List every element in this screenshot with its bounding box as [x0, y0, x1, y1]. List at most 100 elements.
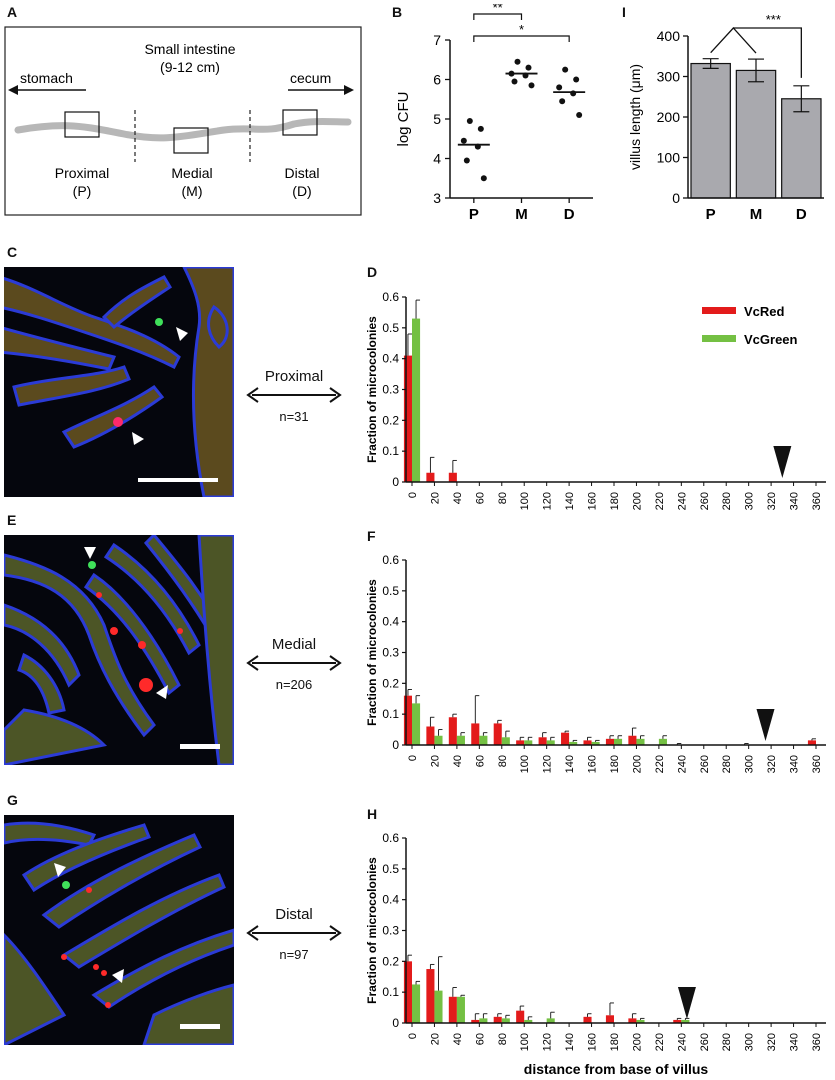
y-tick-label: 0: [392, 1016, 399, 1030]
chart-f-medial-histogram: 0 0.1 0.2 0.3 0.4 0.5 0.6 0 20 40 60 80 100 120 140 160…: [365, 553, 826, 773]
x-tick-label: 20: [429, 755, 441, 767]
bar-vcred: [628, 735, 637, 745]
significance-bracket: [473, 13, 523, 20]
panel-label-c: C: [7, 244, 18, 260]
y-tick-label: 0.6: [382, 831, 399, 845]
x-tick-label: 120: [542, 755, 554, 773]
bar-vcred: [605, 1015, 614, 1023]
y-tick-label: 400: [657, 28, 681, 44]
panel-label-b: B: [392, 4, 403, 20]
bar-vcred: [448, 472, 457, 482]
significance-label: ***: [766, 12, 781, 27]
x-tick-label: 0: [407, 492, 419, 498]
y-tick-label: 0.5: [382, 584, 399, 598]
bar-vcgreen: [479, 735, 488, 745]
segment-distal-abbr: (D): [292, 183, 311, 199]
x-tick-label: 200: [631, 755, 643, 773]
chart-d-proximal-histogram: 0 0.1 0.2 0.3 0.4 0.5 0.6 0 20 40 60 80 100 120 140 160…: [365, 290, 826, 510]
data-point: [514, 58, 521, 65]
y-tick-label: 0.1: [382, 444, 399, 458]
x-tick-label: 280: [721, 1033, 733, 1051]
y-tick-label: 0.4: [382, 615, 399, 629]
y-tick-label: 0.1: [382, 985, 399, 999]
micrograph-medial: [4, 535, 234, 765]
x-tick-label: 220: [654, 492, 666, 510]
x-tick-label: 100: [519, 755, 531, 773]
x-tick-label: D: [564, 206, 575, 223]
bar-vcred: [493, 723, 502, 745]
segment-proximal-abbr: (P): [73, 183, 92, 199]
panel-label-d: D: [367, 264, 378, 280]
bar: [781, 98, 822, 199]
x-tick-label: 140: [564, 755, 576, 773]
bar-vcgreen: [501, 1018, 510, 1023]
bar-vcred: [516, 1010, 525, 1023]
bar-vcgreen: [456, 996, 465, 1023]
y-tick-label: 0.6: [382, 553, 399, 567]
bar-vcgreen: [569, 741, 578, 745]
x-tick-label: 240: [676, 1033, 688, 1051]
bar-vcred: [403, 961, 412, 1023]
x-tick-label: 60: [474, 1033, 486, 1045]
bar-vcred: [493, 1016, 502, 1023]
intestine-schematic: Small intestine (9-12 cm) stomach cecum …: [4, 26, 362, 216]
panel-label-i: I: [622, 4, 626, 20]
bar: [735, 69, 777, 199]
micrograph-distal: [4, 815, 234, 1045]
x-tick-label: 60: [474, 492, 486, 504]
y-tick-label: 300: [657, 69, 681, 85]
bar-vcred: [426, 969, 435, 1023]
data-point: [576, 112, 583, 119]
x-tick-label: 40: [452, 755, 464, 767]
villus-length-marker-icon: [756, 709, 775, 741]
y-axis-label: Fraction of microcolonies: [365, 316, 379, 463]
bar-vcred: [471, 723, 480, 745]
section-proximal-n: n=31: [279, 409, 309, 424]
y-tick-label: 0.2: [382, 954, 399, 968]
section-distal-n: n=97: [279, 947, 309, 962]
x-tick-label: 200: [631, 1033, 643, 1051]
data-point: [466, 117, 473, 124]
data-point: [480, 175, 487, 182]
villus-length-marker-icon: [773, 446, 792, 478]
x-tick-label: 160: [587, 492, 599, 510]
data-point: [477, 125, 484, 132]
bar-vcred: [426, 472, 435, 482]
x-tick-label: 240: [676, 755, 688, 773]
significance-label: *: [519, 22, 524, 37]
x-tick-label: 60: [474, 755, 486, 767]
segment-medial-name: Medial: [171, 165, 212, 181]
y-tick-label: 7: [433, 32, 441, 48]
x-tick-label: 260: [699, 492, 711, 510]
significance-bracket: [710, 27, 757, 54]
bar-vcred: [561, 732, 570, 745]
section-proximal-label: Proximal: [264, 368, 324, 385]
section-distal-label: Distal: [275, 906, 313, 923]
y-tick-label: 0.6: [382, 290, 399, 304]
bar-vcred: [516, 740, 525, 745]
x-tick-label: 220: [654, 1033, 666, 1051]
y-tick-label: 6: [433, 72, 441, 88]
panel-label-f: F: [367, 528, 376, 544]
panel-label-g: G: [7, 792, 18, 808]
data-point: [511, 78, 518, 85]
y-tick-label: 0: [392, 475, 399, 489]
data-point: [463, 157, 470, 164]
x-tick-label: 320: [766, 1033, 778, 1051]
x-tick-label: 280: [721, 755, 733, 773]
y-tick-label: 0.1: [382, 707, 399, 721]
bar-vcgreen: [636, 738, 645, 745]
bar-vcgreen: [412, 984, 421, 1023]
data-point: [562, 66, 569, 73]
x-tick-label: 0: [407, 755, 419, 761]
data-point: [570, 90, 577, 97]
data-point: [528, 82, 535, 89]
x-tick-label: 280: [721, 492, 733, 510]
bar-vcgreen: [412, 703, 421, 745]
villus-length-marker-icon: [677, 987, 696, 1019]
bar-vcgreen: [636, 1019, 645, 1023]
bar-vcgreen: [546, 740, 555, 745]
y-tick-label: 0.2: [382, 676, 399, 690]
bar-vcgreen: [434, 990, 443, 1023]
bar-vcgreen: [456, 735, 465, 745]
